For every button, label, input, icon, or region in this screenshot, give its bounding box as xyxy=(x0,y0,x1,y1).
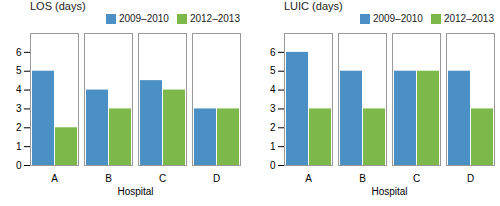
svg-text:6: 6 xyxy=(270,47,276,58)
svg-text:1: 1 xyxy=(270,141,276,152)
svg-text:5: 5 xyxy=(16,65,22,76)
html-text:2012–2013: 2012–2013 xyxy=(189,13,240,24)
html-text:2012–2013: 2012–2013 xyxy=(443,13,494,24)
html-text:2009–2010: 2009–2010 xyxy=(372,13,423,24)
svg-text:3: 3 xyxy=(16,103,22,114)
svg-text:D: D xyxy=(213,173,220,184)
svg-text:A: A xyxy=(305,173,312,184)
svg-text:A: A xyxy=(51,173,58,184)
svg-text:3: 3 xyxy=(270,103,276,114)
svg-text:B: B xyxy=(359,173,366,184)
svg-text:D: D xyxy=(467,173,474,184)
svg-text:B: B xyxy=(105,173,112,184)
svg-text:C: C xyxy=(413,173,420,184)
svg-text:2: 2 xyxy=(16,122,22,133)
svg-text:4: 4 xyxy=(16,84,22,95)
svg-text:2: 2 xyxy=(270,122,276,133)
svg-text:0: 0 xyxy=(270,160,276,171)
svg-text:6: 6 xyxy=(16,47,22,58)
svg-text:0: 0 xyxy=(16,160,22,171)
svg-text:Hospital: Hospital xyxy=(371,186,407,197)
svg-text:4: 4 xyxy=(270,84,276,95)
svg-text:C: C xyxy=(159,173,166,184)
html-text:LUIC (days): LUIC (days) xyxy=(284,0,343,12)
html-text:2009–2010: 2009–2010 xyxy=(118,13,169,24)
html-text:LOS (days): LOS (days) xyxy=(30,0,86,12)
svg-text:Hospital: Hospital xyxy=(117,186,153,197)
svg-text:5: 5 xyxy=(270,65,276,76)
svg-text:1: 1 xyxy=(16,141,22,152)
